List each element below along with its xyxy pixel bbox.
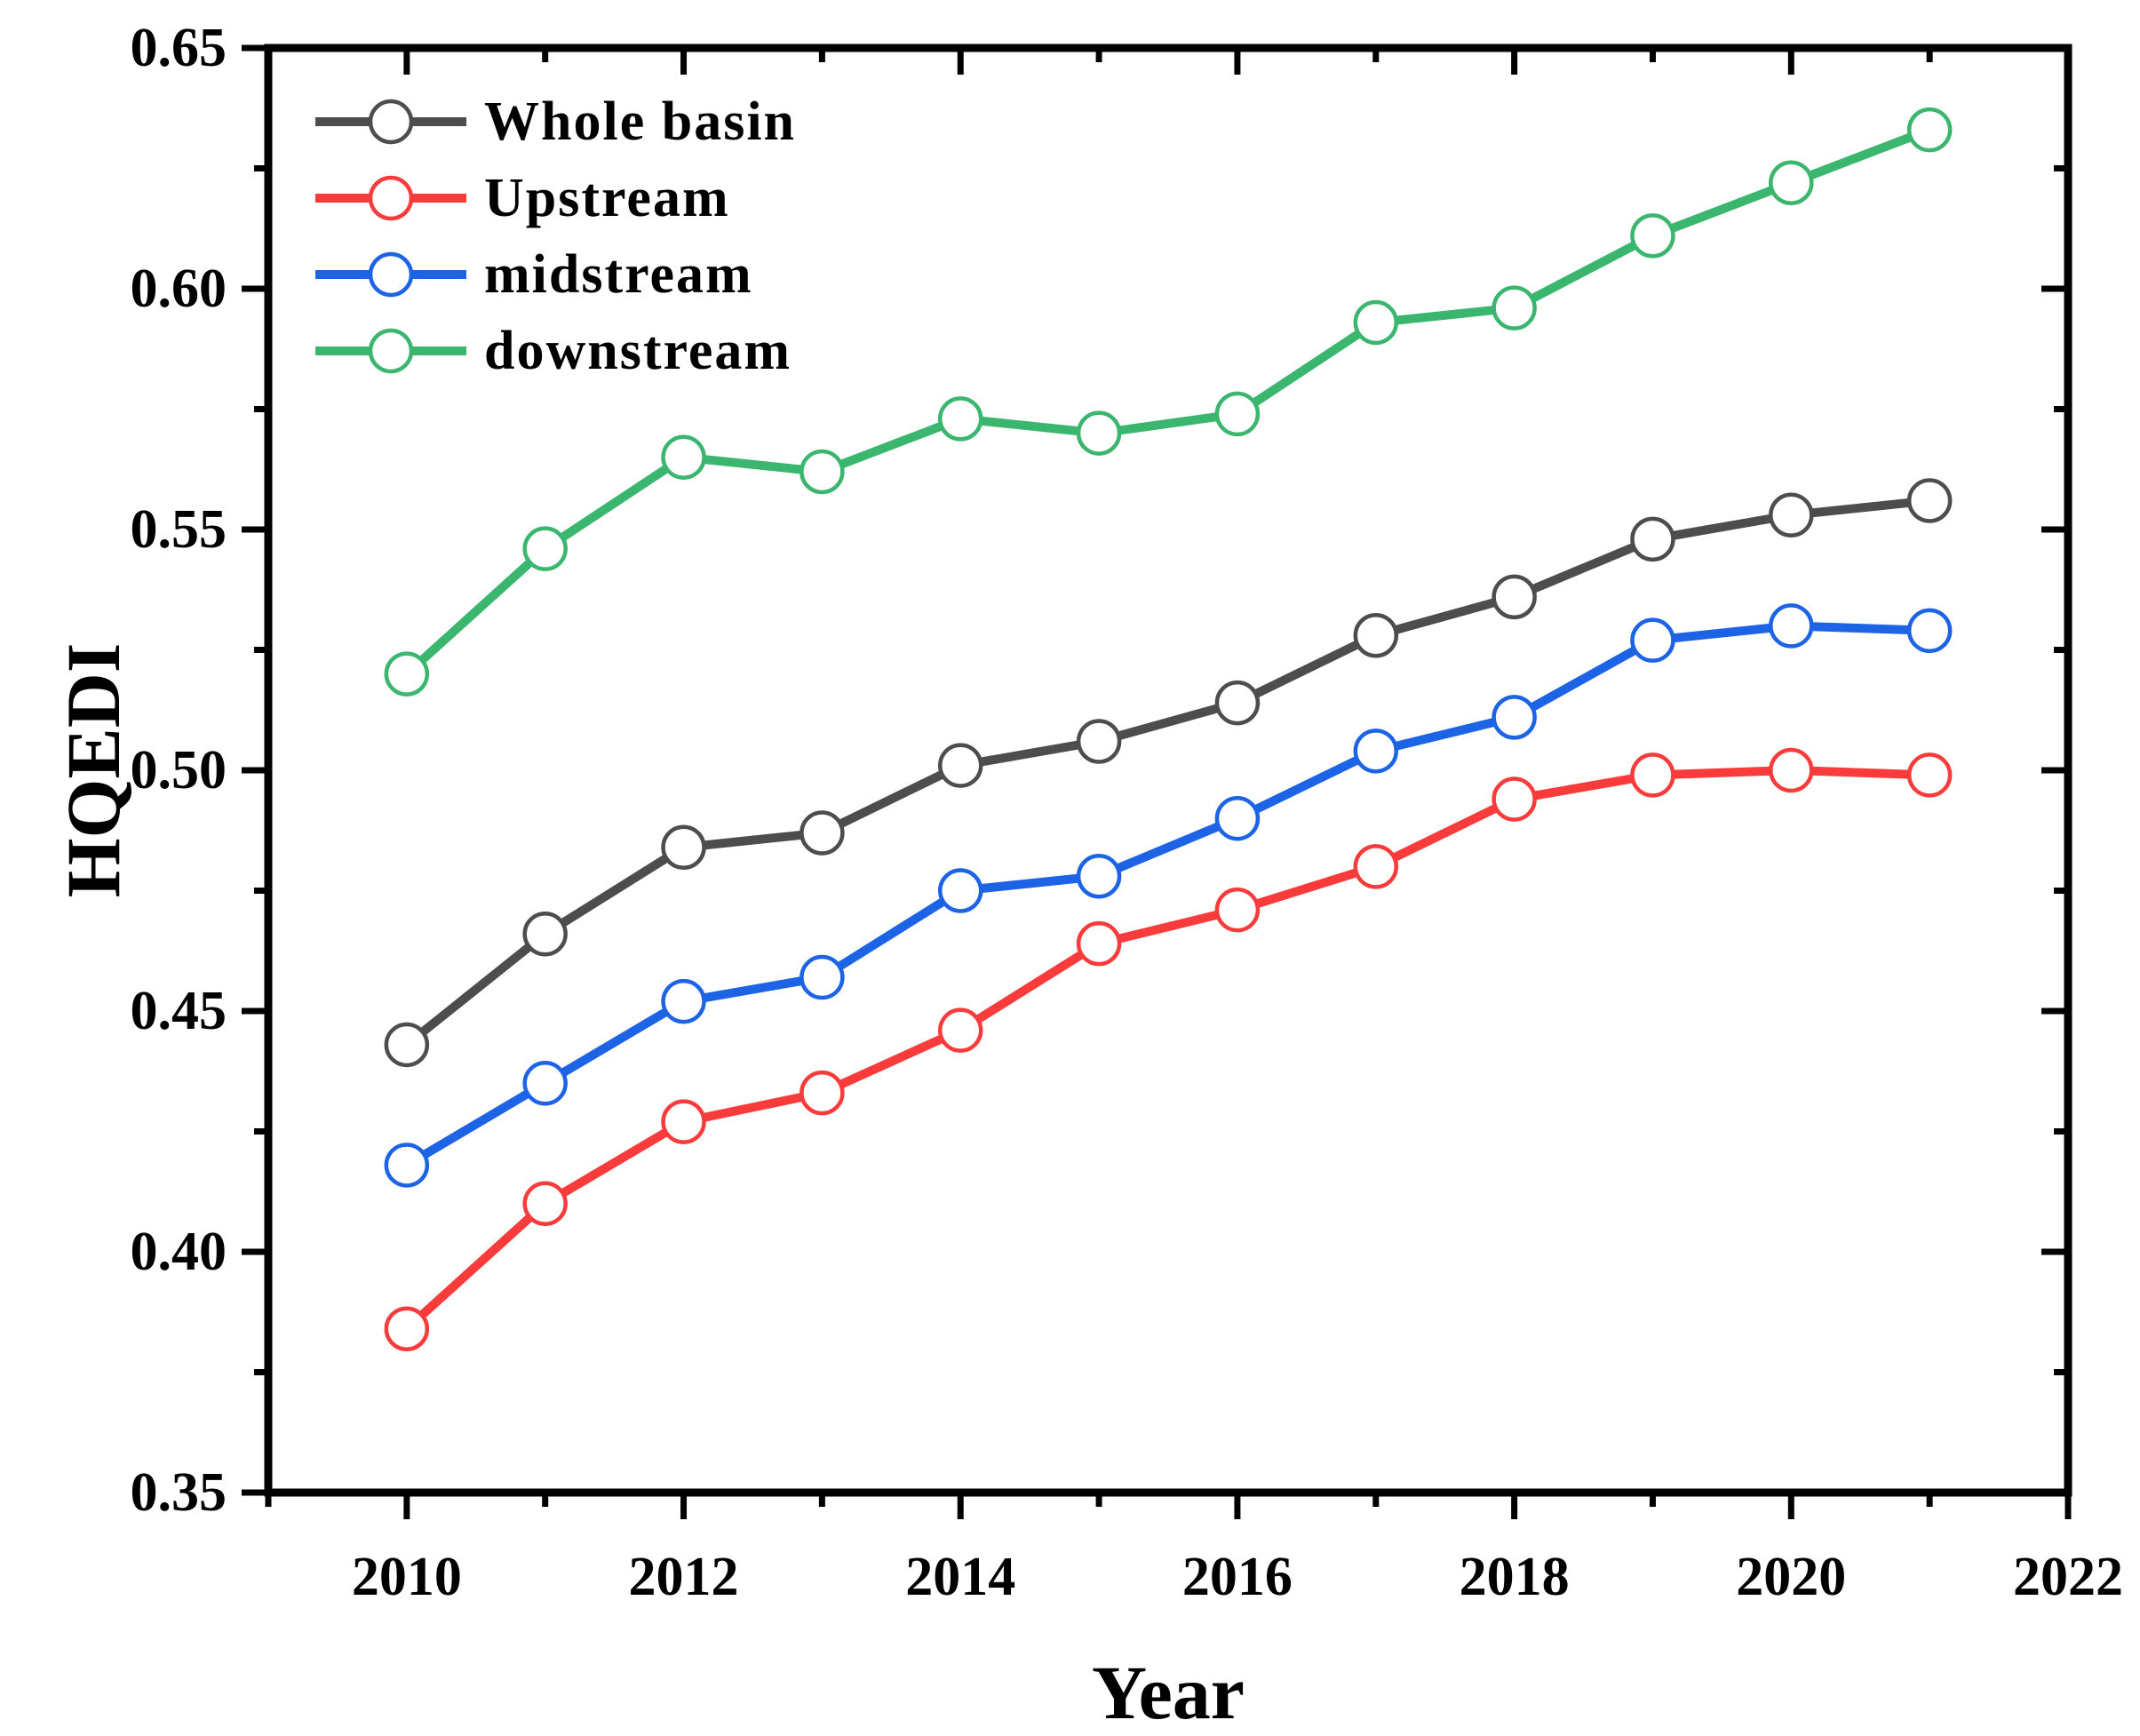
series-marker-whole-basin [661,824,706,870]
series-marker-downstream [1630,213,1675,259]
series-line-whole-basin [402,496,1935,1049]
series-marker-whole-basin [522,912,568,957]
series-marker-downstream [1769,160,1814,206]
legend-marker [368,328,414,374]
series-marker-midstream [1630,617,1675,663]
series-upstream [384,747,1953,1351]
legend-item-midstream: midstream [315,244,753,305]
legend-label: Whole basin [484,92,796,152]
series-marker-midstream [800,954,845,1000]
series-marker-midstream [661,978,706,1024]
series-marker-downstream [1214,391,1261,437]
series-marker-upstream [1492,776,1537,822]
legend-item-downstream: downstream [315,321,792,381]
series-marker-upstream [937,1007,983,1053]
series-downstream [384,107,1953,697]
series-marker-whole-basin [1353,612,1399,658]
y-tick-label: 0.60 [131,259,227,319]
y-axis-title: HQEDI [51,643,136,898]
y-tick-label: 0.55 [131,499,227,560]
series-marker-whole-basin [1906,478,1953,523]
series-marker-downstream [1906,107,1953,153]
legend-marker [368,175,414,221]
x-tick-label: 2014 [905,1547,1015,1607]
series-marker-midstream [937,868,983,913]
series-marker-upstream [522,1181,568,1227]
series-marker-downstream [1353,299,1399,346]
legend-label: downstream [484,321,792,381]
series-marker-whole-basin [1492,574,1537,620]
x-tick-label: 2020 [1736,1547,1846,1607]
series-marker-midstream [1769,603,1814,649]
y-tick-label: 0.35 [131,1462,227,1523]
series-marker-whole-basin [1214,680,1261,726]
series-marker-downstream [800,449,845,495]
series-marker-whole-basin [384,1022,430,1068]
series-marker-upstream [1630,753,1675,798]
x-tick-label: 2016 [1182,1547,1293,1607]
series-marker-midstream [1353,729,1399,774]
series-marker-whole-basin [1769,492,1814,538]
legend-label: midstream [484,244,753,305]
y-tick-label: 0.50 [131,740,227,800]
series-marker-downstream [384,651,430,697]
series-line-downstream [402,125,1935,679]
series-marker-whole-basin [800,810,845,856]
series-midstream [384,603,1953,1188]
series-marker-upstream [384,1306,430,1351]
series-marker-midstream [522,1061,568,1106]
series-marker-upstream [1769,747,1814,793]
series-marker-upstream [1353,844,1399,889]
legend-marker [368,251,414,298]
legend-label: Upstream [484,168,730,228]
series-marker-downstream [522,526,568,571]
series-marker-upstream [661,1099,706,1144]
series-marker-midstream [1906,608,1953,654]
series-whole-basin [384,478,1953,1068]
series-marker-downstream [1492,285,1537,330]
series-marker-upstream [1906,753,1953,798]
series-marker-midstream [384,1143,430,1188]
series-marker-midstream [1214,795,1261,841]
series-marker-whole-basin [1076,719,1122,764]
y-tick-label: 0.40 [131,1222,227,1282]
series-line-midstream [402,621,1935,1170]
series-marker-downstream [661,434,706,480]
x-tick-label: 2018 [1460,1547,1570,1607]
legend-marker [368,99,414,145]
x-tick-label: 2010 [352,1547,462,1607]
series-marker-midstream [1076,853,1122,899]
series-marker-upstream [1076,920,1122,967]
series-line-upstream [402,766,1935,1334]
x-axis-title: Year [1092,1650,1245,1735]
y-tick-label: 0.45 [131,981,227,1041]
x-tick-label: 2012 [629,1547,739,1607]
legend-item-upstream: Upstream [315,168,730,228]
series-marker-upstream [800,1070,845,1116]
series-marker-downstream [1076,410,1122,456]
series-marker-whole-basin [1630,516,1675,562]
series-marker-midstream [1492,695,1537,740]
legend: Whole basin Upstream midstream downstream [315,92,796,381]
series-marker-downstream [937,396,983,442]
series-marker-whole-basin [937,743,983,788]
x-tick-label: 2022 [2013,1547,2123,1607]
y-tick-label: 0.65 [131,18,227,78]
series-marker-upstream [1214,887,1261,933]
legend-item-whole-basin: Whole basin [315,92,796,152]
